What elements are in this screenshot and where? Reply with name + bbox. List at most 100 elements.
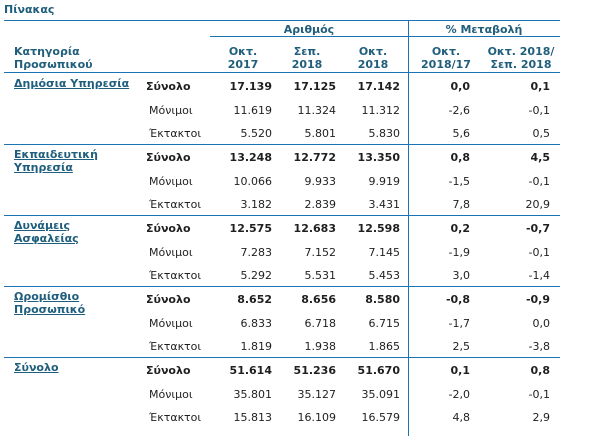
row-type-label: Σύνολο	[146, 222, 191, 235]
col-header-oct2017-l2: 2017	[227, 58, 259, 71]
group-name-line2: Προσωπικό	[14, 303, 86, 316]
row-type-label: Μόνιμοι	[149, 387, 193, 401]
table-cell: 0,0	[532, 316, 551, 330]
group-rule	[210, 36, 560, 37]
table-cell: -1,7	[448, 316, 470, 330]
table-cell: 12.575	[229, 222, 272, 235]
table-cell: 17.142	[357, 80, 400, 93]
table-cell: 15.813	[233, 411, 273, 424]
col-header-mom-l1: Οκτ. 2018/	[487, 45, 555, 58]
row-type-label: Σύνολο	[146, 293, 191, 306]
group-separator	[4, 357, 560, 358]
group-name-line1: Δημόσια Υπηρεσία	[14, 77, 130, 90]
category-header-line1: Κατηγορία	[14, 45, 80, 58]
table-cell: 10.066	[233, 174, 273, 188]
row-type-label: Έκτακτοι	[149, 198, 202, 211]
page-title: Πίνακας	[4, 3, 55, 16]
table-cell: 3,0	[452, 269, 471, 282]
table-cell: -1,4	[528, 269, 550, 282]
table-cell: -0,1	[528, 245, 550, 259]
group-name-line2: Υπηρεσία	[14, 161, 73, 174]
row-type-label: Μόνιμοι	[149, 174, 193, 188]
col-header-sep2018-l1: Σεπ.	[293, 45, 321, 58]
table-cell: 4,8	[452, 411, 471, 424]
table-cell: 7.283	[240, 245, 273, 259]
table-cell: 11.312	[361, 103, 401, 117]
table-cell: 4,5	[530, 151, 551, 164]
table-cell: 13.248	[229, 151, 272, 164]
table-cell: -0,1	[528, 387, 550, 401]
table-cell: 7.145	[368, 245, 401, 259]
category-header-line2: Προσωπικού	[14, 58, 93, 71]
table-cell: 0,2	[450, 222, 471, 235]
table-cell: 8.580	[365, 293, 400, 306]
table-cell: 20,9	[525, 198, 551, 211]
row-type-label: Έκτακτοι	[149, 411, 202, 424]
table-cell: -0,8	[445, 293, 470, 306]
table-cell: -0,1	[528, 174, 550, 188]
group-header-count: Αριθμός	[283, 23, 335, 36]
table-cell: 7,8	[452, 198, 471, 211]
table-cell: 1.865	[368, 340, 401, 353]
col-header-yoy-l2: 2018/17	[421, 58, 471, 71]
table-cell: -1,5	[448, 174, 470, 188]
table-cell: 5.830	[368, 127, 401, 140]
table-cell: 11.324	[297, 103, 337, 117]
col-header-yoy-l1: Οκτ.	[431, 45, 461, 58]
col-header-oct2018-l2: 2018	[357, 58, 389, 71]
table-cell: 12.683	[293, 222, 336, 235]
table-cell: 35.127	[297, 387, 337, 401]
table-cell: 1.938	[304, 340, 337, 353]
group-name-line1: Δυνάμεις	[14, 219, 71, 232]
table-cell: 51.614	[229, 364, 272, 377]
row-type-label: Έκτακτοι	[149, 269, 202, 282]
table-cell: 6.718	[304, 316, 337, 330]
table-cell: 3.431	[368, 198, 401, 211]
row-type-label: Σύνολο	[146, 151, 191, 164]
table-cell: 5,6	[452, 127, 471, 140]
table-cell: 8.652	[237, 293, 272, 306]
table-cell: 5.292	[240, 269, 273, 282]
table-cell: 2,5	[452, 340, 471, 353]
table-cell: 51.670	[357, 364, 400, 377]
table-cell: 0,1	[530, 80, 551, 93]
col-header-mom-l2: Σεπ. 2018	[490, 58, 552, 71]
row-type-label: Μόνιμοι	[149, 245, 193, 259]
table-cell: -2,0	[448, 387, 470, 401]
table-cell: -0,1	[528, 103, 550, 117]
table-cell: 9.933	[304, 174, 337, 188]
group-separator	[4, 286, 560, 287]
table-cell: 2,9	[532, 411, 551, 424]
top-rule	[4, 20, 560, 21]
table-cell: 17.125	[293, 80, 336, 93]
table-cell: 11.619	[233, 103, 273, 117]
column-divider	[408, 20, 409, 436]
table-cell: 17.139	[229, 80, 272, 93]
table-cell: 2.839	[304, 198, 337, 211]
table-cell: 5.531	[304, 269, 337, 282]
table-cell: 0,0	[450, 80, 471, 93]
table-cell: -0,9	[525, 293, 550, 306]
group-name-line1: Εκπαιδευτική	[14, 148, 98, 161]
group-name-line1: Σύνολο	[14, 361, 59, 374]
table-cell: 35.091	[361, 387, 401, 401]
table-cell: 3.182	[240, 198, 273, 211]
col-header-oct2018-l1: Οκτ.	[358, 45, 388, 58]
table-cell: -3,8	[528, 340, 550, 353]
table-cell: -0,7	[525, 222, 550, 235]
row-type-label: Σύνολο	[146, 80, 191, 93]
group-name-line1: Ωρομίσθιο	[14, 290, 80, 303]
table-cell: -2,6	[448, 103, 470, 117]
table-cell: 8.656	[301, 293, 336, 306]
table-cell: 0,8	[530, 364, 551, 377]
table-cell: 6.715	[368, 316, 401, 330]
table-cell: 9.919	[368, 174, 401, 188]
table-cell: 12.772	[293, 151, 336, 164]
table-cell: 0,1	[450, 364, 471, 377]
row-type-label: Μόνιμοι	[149, 103, 193, 117]
table-cell: 0,5	[532, 127, 551, 140]
group-separator	[4, 215, 560, 216]
col-header-oct2017-l1: Οκτ.	[228, 45, 258, 58]
table-cell: -1,9	[448, 245, 470, 259]
